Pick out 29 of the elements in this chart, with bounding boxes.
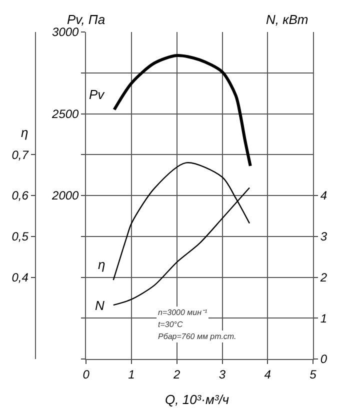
y2-tick-label: 4 [320,188,328,203]
series-label: η [98,257,106,272]
series-label: N [95,298,105,313]
line-series [112,54,252,168]
y-tick-label: 2500 [51,106,80,121]
x-tick-label: 3 [218,367,226,382]
x-tick-label: 4 [264,367,272,382]
y3-tick-label: 0,6 [12,188,29,203]
y2-tick-label: 1 [320,311,328,326]
x-tick-label: 0 [82,367,90,382]
annotation: n=3000 мин⁻¹ [158,308,208,317]
y3-tick-label: 0,4 [12,270,29,284]
x-axis-title: Q, 10³·м³/ч [165,392,230,407]
x-tick-label: 1 [128,367,135,382]
y3-tick-label: 0,7 [12,148,30,162]
x-tick-label: 5 [310,367,317,382]
y3-axis-title: η [21,125,28,140]
x-tick-label: 2 [172,367,181,382]
series-label: Pv [89,87,106,102]
y2-tick-label: 0 [320,352,328,366]
annotation: Pбар=760 мм рт.ст. [158,332,236,341]
y2-axis-title: N, кВт [266,12,308,27]
y2-tick-label: 2 [319,270,328,284]
y-tick-label: 3000 [52,25,80,40]
y2-tick-label: 3 [320,230,328,244]
y-axis-title: Pv, Па [67,12,106,27]
y-tick-label: 2000 [51,188,80,203]
annotation: t=30°C [158,320,183,329]
y3-tick-label: 0,5 [12,230,29,244]
